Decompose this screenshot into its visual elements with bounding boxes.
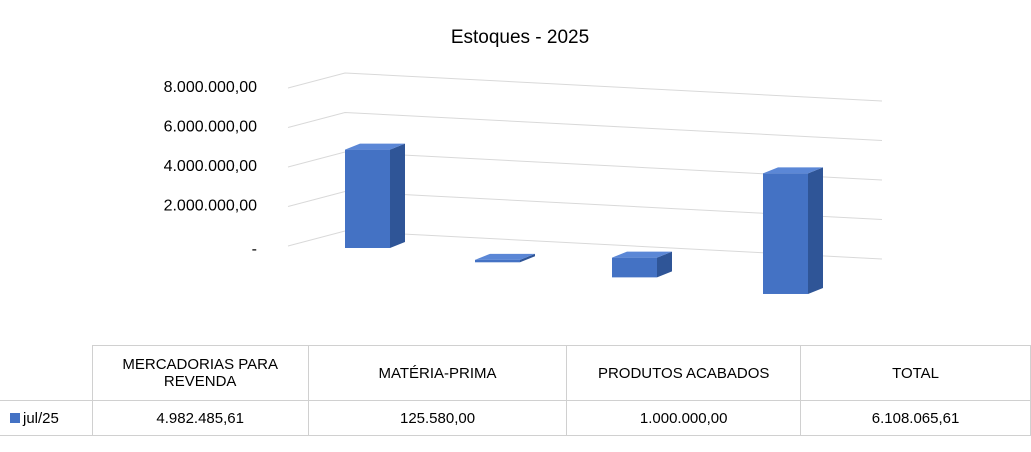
bar-side — [808, 167, 823, 294]
bar-side — [390, 143, 405, 248]
category-label: MERCADORIAS PARA REVENDA — [91, 345, 309, 401]
header-row: MERCADORIAS PARA REVENDA MATÉRIA-PRIMA PRO… — [0, 345, 1031, 401]
value-row: jul/25 4.982.485,61 125.580,00 1.000.000,00… — [0, 400, 1031, 436]
legend-cell: jul/25 — [0, 400, 93, 436]
bar-side — [657, 251, 672, 278]
bar — [475, 259, 520, 263]
bar — [345, 149, 390, 248]
bar-top — [475, 253, 535, 260]
bar-top — [612, 251, 672, 258]
bar-top — [345, 143, 405, 150]
value-label: 4.982.485,61 — [91, 400, 309, 436]
legend-swatch — [10, 412, 20, 423]
grid-line — [287, 111, 883, 141]
category-label: TOTAL — [800, 345, 1031, 401]
bar — [763, 173, 808, 294]
value-label: 1.000.000,00 — [566, 400, 802, 436]
chart: Estoques - 2025 - 2.000.000,00 4.000.000,0… — [164, 27, 883, 294]
category-label: PRODUTOS ACABADOS — [566, 345, 802, 401]
category-label: MATÉRIA-PRIMA — [307, 345, 568, 401]
y-tick-label: 6.000.000,00 — [164, 119, 258, 136]
y-tick-label: 8.000.000,00 — [164, 79, 258, 96]
chart-title: Estoques - 2025 — [451, 27, 589, 48]
y-tick-label: - — [252, 241, 257, 258]
corner — [0, 345, 93, 401]
value-label: 125.580,00 — [307, 400, 568, 436]
y-tick-label: 4.000.000,00 — [164, 158, 258, 175]
y-tick-label: 2.000.000,00 — [164, 198, 258, 215]
bar-side — [520, 253, 535, 263]
bar — [612, 257, 657, 278]
data-table: MERCADORIAS PARA REVENDA MATÉRIA-PRIMA PRO… — [0, 345, 1031, 436]
value-label: 6.108.065,61 — [800, 400, 1031, 436]
bar-top — [763, 167, 823, 174]
legend-label: jul/25 — [23, 409, 59, 427]
grid-line — [287, 72, 883, 102]
